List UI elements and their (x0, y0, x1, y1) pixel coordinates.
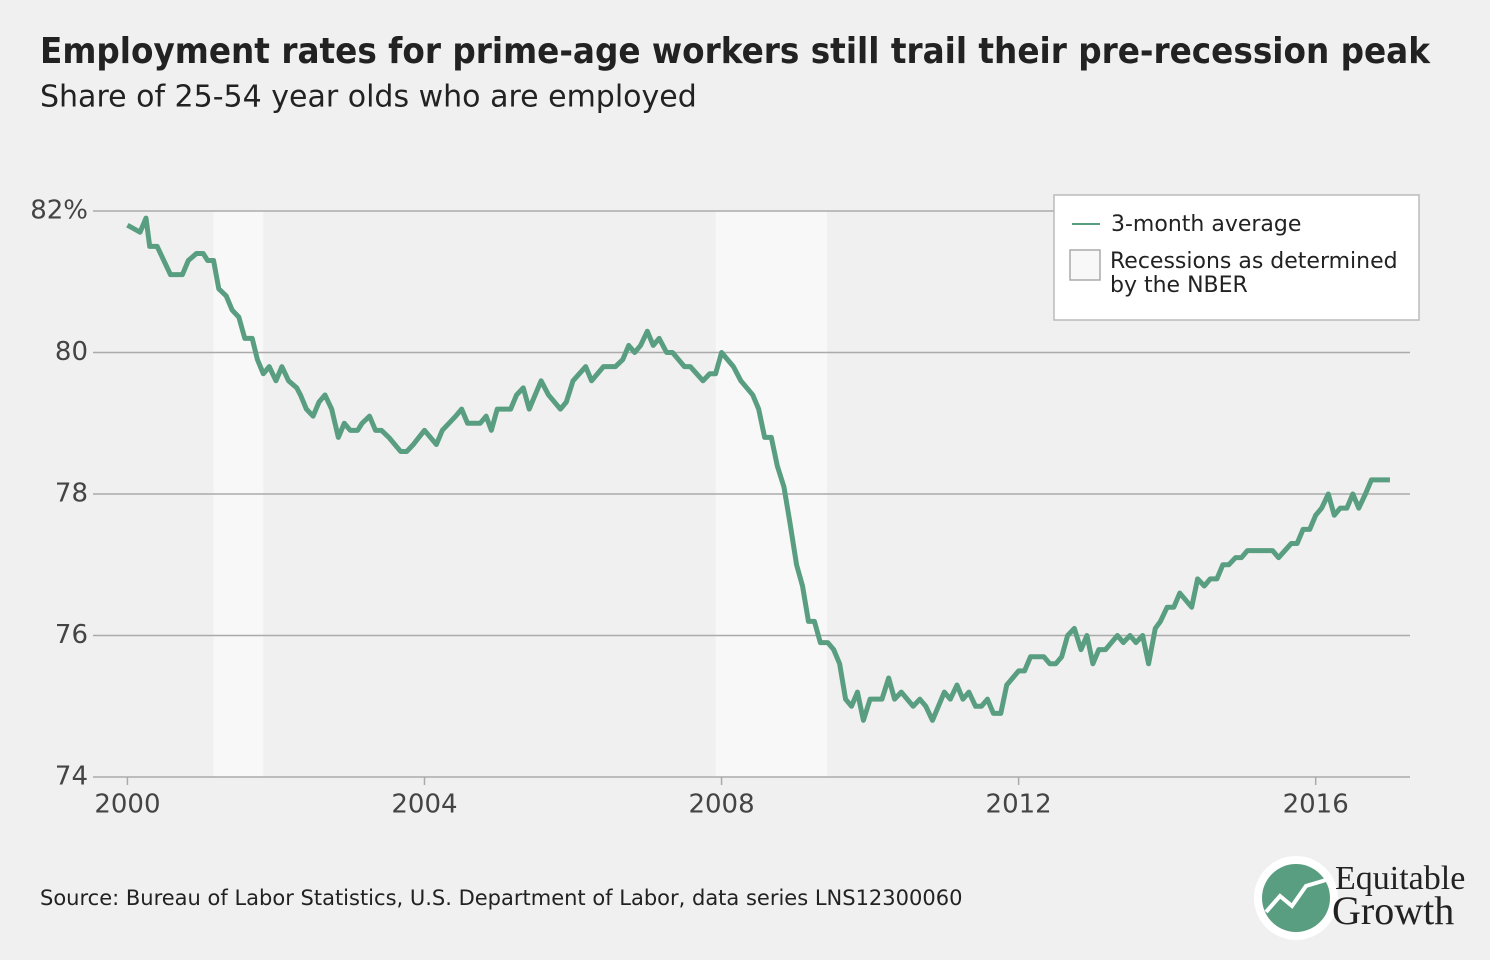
logo-text: Equitable (1335, 860, 1465, 897)
logo-icon (1264, 878, 1327, 914)
line-series (126, 215, 1390, 723)
y-tick-label: 74 (55, 762, 88, 792)
x-tick-label: 2016 (1283, 790, 1349, 820)
x-tick-label: 2000 (94, 790, 160, 820)
legend-recession: Recessions as determined by the NBER (1110, 250, 1398, 298)
chart-title: Employment rates for prime-age workers s… (40, 31, 1431, 72)
x-tick-label: 2008 (688, 790, 754, 820)
logo-text: Growth (1332, 888, 1454, 933)
legend-label: Recessions as determined by the NBER (1110, 250, 1398, 298)
legend-label: 3-month average (1111, 212, 1301, 237)
chart-subtitle: Share of 25-54 year olds who are employe… (40, 80, 697, 115)
y-tick-label: 78 (55, 479, 88, 509)
legend-swatch-recession (1069, 249, 1101, 281)
logo: Equitable Growth (1254, 856, 1465, 940)
y-tick-label: 76 (55, 620, 88, 650)
source: Source: Bureau of Labor Statistics, U.S.… (40, 886, 962, 910)
x-tick-label: 2012 (986, 790, 1052, 820)
legend-box (1053, 194, 1420, 321)
y-tick-label: 82% (30, 196, 88, 226)
x-tick-label: 2004 (391, 790, 457, 820)
legend: 3-month average Recessions as determined… (1053, 194, 1420, 321)
y-tick-label: 80 (55, 337, 88, 367)
